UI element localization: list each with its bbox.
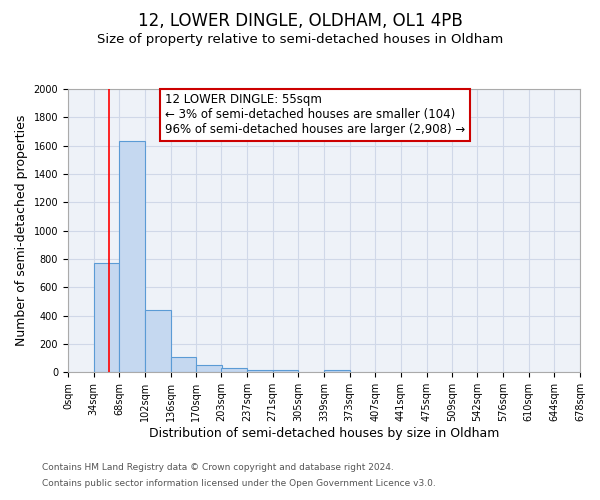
Bar (119, 142, 145, 372)
Bar (221, 368, 247, 372)
Y-axis label: Number of semi-detached properties: Number of semi-detached properties (15, 115, 28, 346)
Bar (324, 370, 350, 372)
Bar (94, 264, 119, 372)
Bar (272, 370, 298, 372)
Text: 12, LOWER DINGLE, OLDHAM, OL1 4PB: 12, LOWER DINGLE, OLDHAM, OL1 4PB (137, 12, 463, 30)
X-axis label: Distribution of semi-detached houses by size in Oldham: Distribution of semi-detached houses by … (149, 427, 499, 440)
Bar (170, 357, 196, 372)
Text: 12 LOWER DINGLE: 55sqm
← 3% of semi-detached houses are smaller (104)
96% of sem: 12 LOWER DINGLE: 55sqm ← 3% of semi-deta… (165, 94, 466, 136)
Text: Size of property relative to semi-detached houses in Oldham: Size of property relative to semi-detach… (97, 32, 503, 46)
Text: Contains HM Land Registry data © Crown copyright and database right 2024.: Contains HM Land Registry data © Crown c… (42, 464, 394, 472)
Text: Contains public sector information licensed under the Open Government Licence v3: Contains public sector information licen… (42, 478, 436, 488)
Bar (145, 310, 170, 372)
Bar (196, 366, 222, 372)
Bar (247, 370, 272, 372)
